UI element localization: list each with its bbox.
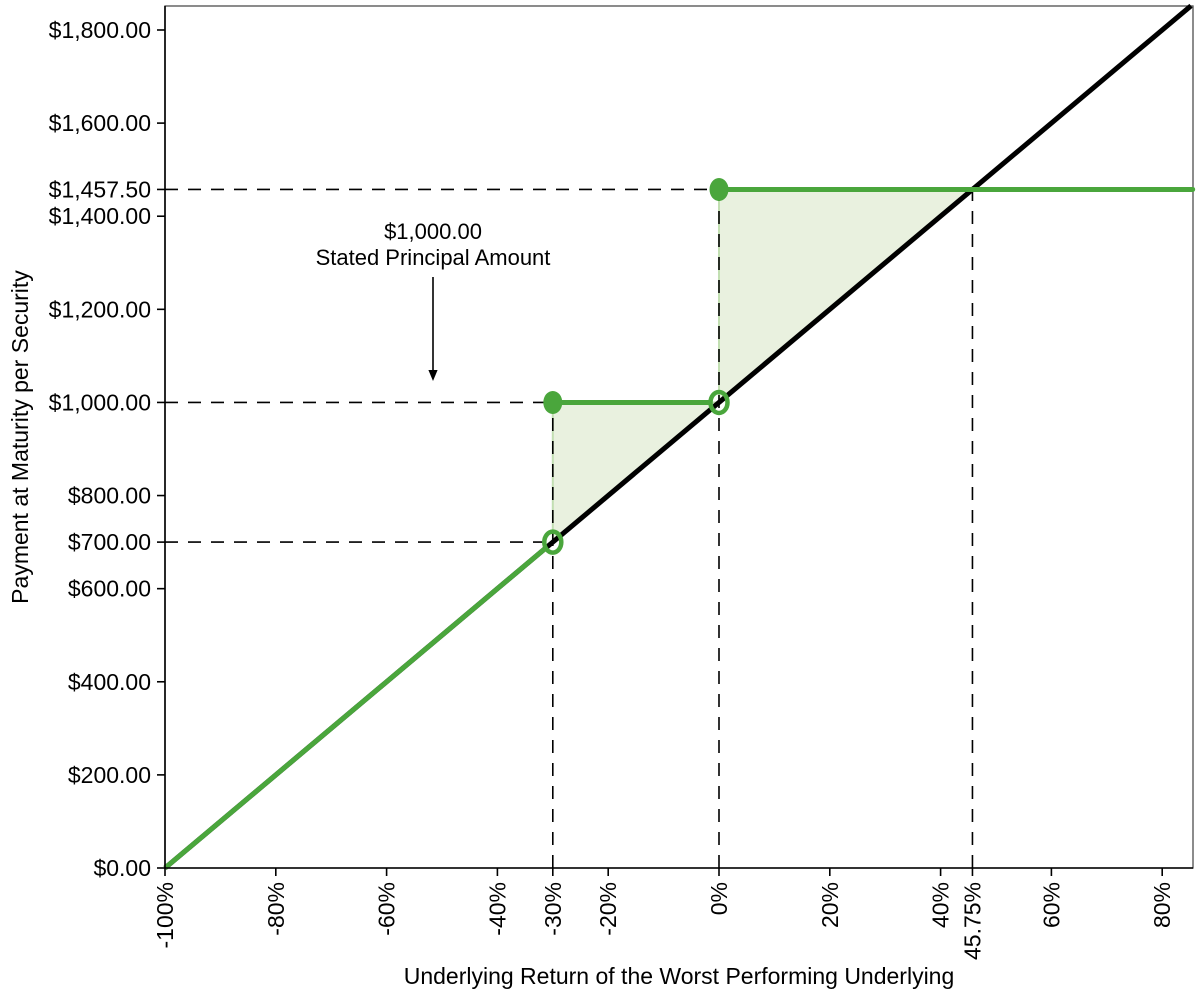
annotation-line-1: $1,000.00 <box>384 219 482 244</box>
y-tick-label: $1,600.00 <box>49 110 151 136</box>
y-axis-title: Payment at Maturity per Security <box>7 270 33 604</box>
x-tick-label: 40% <box>928 882 954 928</box>
y-tick-label: $1,800.00 <box>49 17 151 43</box>
x-tick-label: -60% <box>374 882 400 936</box>
y-tick-label: $200.00 <box>68 762 151 788</box>
y-tick-label: $800.00 <box>68 483 151 509</box>
x-tick-label: 0% <box>706 882 732 915</box>
filled-point-marker <box>543 390 563 414</box>
payment-at-maturity-segment <box>163 547 546 870</box>
x-tick-label: 45.75% <box>959 882 985 960</box>
y-tick-label: $600.00 <box>68 576 151 602</box>
x-tick-label: 60% <box>1038 882 1064 928</box>
x-tick-label: -30% <box>540 882 566 936</box>
y-tick-label: $1,200.00 <box>49 296 151 322</box>
x-tick-label: 80% <box>1149 882 1175 928</box>
y-tick-label: $400.00 <box>68 669 151 695</box>
x-tick-label: -20% <box>595 882 621 936</box>
y-tick-label: $1,400.00 <box>49 203 151 229</box>
y-tick-label: $700.00 <box>68 529 151 555</box>
x-tick-label: -80% <box>263 882 289 936</box>
x-tick-label: 20% <box>817 882 843 928</box>
annotation-line-2: Stated Principal Amount <box>316 245 551 270</box>
y-tick-label: $1,457.50 <box>49 176 151 202</box>
x-axis-title: Underlying Return of the Worst Performin… <box>404 963 955 989</box>
filled-point-marker <box>709 177 729 201</box>
open-point-marker <box>542 529 564 555</box>
y-tick-label: $1,000.00 <box>49 389 151 415</box>
x-tick-label: -100% <box>152 882 178 948</box>
stated-principal-annotation: $1,000.00 Stated Principal Amount <box>316 219 551 381</box>
open-point-marker <box>708 389 730 416</box>
y-tick-label: $0.00 <box>93 855 151 881</box>
chart-render-root: $0.00 $200.00 $400.00 $600.00 $700.00 $800.00… <box>49 3 1196 960</box>
x-tick-label: -40% <box>484 882 510 936</box>
annotation-arrow-head <box>428 370 438 381</box>
